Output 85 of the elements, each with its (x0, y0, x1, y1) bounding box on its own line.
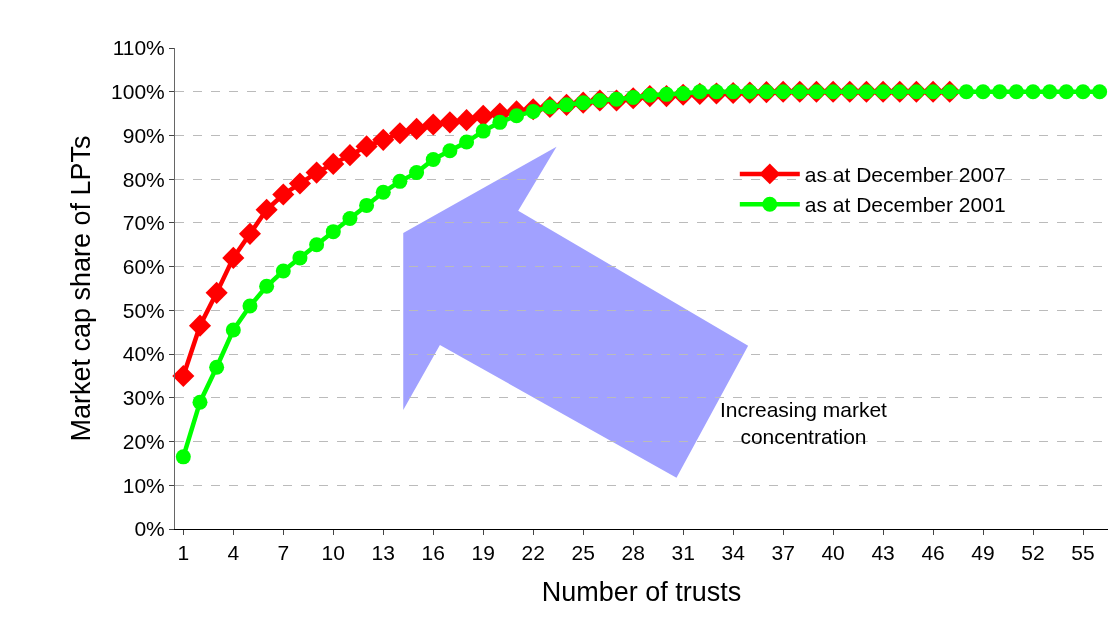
point (292, 250, 308, 266)
point (392, 173, 408, 189)
point (309, 237, 325, 253)
point (1075, 84, 1091, 100)
x-tick-label: 37 (771, 541, 795, 565)
point (288, 172, 312, 195)
point (442, 143, 458, 159)
point (305, 161, 328, 184)
point (338, 144, 361, 167)
point (1042, 84, 1058, 100)
point (472, 104, 495, 127)
y-tick-label: 80% (122, 167, 165, 191)
point (438, 111, 461, 134)
point (275, 263, 291, 279)
x-tick-label: 7 (277, 541, 290, 565)
x-tick-label: 22 (521, 541, 545, 565)
y-tick-label: 30% (122, 386, 165, 410)
point (405, 117, 428, 140)
point (1092, 84, 1108, 100)
y-tick-label: 10% (122, 473, 165, 497)
point (342, 211, 358, 227)
x-axis-title: Number of trusts (541, 576, 742, 607)
x-tick-label: 1 (177, 541, 190, 565)
x-tick-label: 28 (621, 541, 645, 565)
point (1008, 84, 1024, 100)
point (175, 449, 191, 465)
y-tick-label: 20% (122, 429, 165, 453)
point (459, 134, 475, 150)
point (372, 128, 395, 151)
point (475, 123, 491, 139)
point (492, 114, 508, 130)
x-tick-label: 40 (821, 541, 845, 565)
x-tick-label: 16 (421, 541, 445, 565)
point (272, 183, 295, 206)
y-tick-label: 100% (111, 80, 165, 104)
y-tick-label: 0% (134, 517, 165, 541)
y-tick-label: 110% (112, 36, 165, 60)
y-tick-label: 50% (122, 298, 165, 322)
x-tick-label: 46 (921, 541, 945, 565)
x-tick-label: 25 (571, 541, 595, 565)
point (359, 197, 375, 213)
point (325, 224, 341, 240)
point (388, 122, 411, 145)
point (992, 84, 1008, 100)
legend-label: as at December 2007 (804, 163, 1006, 187)
point (425, 152, 441, 167)
x-tick-label: 43 (871, 541, 895, 565)
point (172, 364, 195, 387)
point (455, 109, 478, 132)
point (192, 394, 208, 410)
x-tick-label: 13 (371, 541, 395, 565)
y-axis-title: Market cap share of LPTs (66, 135, 97, 442)
point (375, 184, 391, 200)
point (209, 359, 225, 375)
point (322, 152, 345, 175)
point (225, 322, 241, 338)
point (422, 113, 445, 136)
y-tick-label: 40% (122, 342, 165, 366)
y-tick-label: 90% (122, 123, 165, 147)
x-tick-label: 4 (227, 541, 240, 565)
point (242, 298, 258, 314)
point (259, 278, 275, 294)
point (238, 222, 262, 245)
point (958, 84, 974, 100)
point (1025, 84, 1041, 100)
point (975, 84, 991, 100)
x-tick-label: 55 (1071, 541, 1095, 565)
point (409, 165, 425, 181)
annotation: Increasing market concentration (720, 398, 888, 449)
x-tick-label: 52 (1021, 541, 1045, 565)
y-tick-label: 70% (122, 211, 165, 235)
point (188, 314, 212, 337)
point (1058, 84, 1074, 100)
x-tick-label: 49 (971, 541, 995, 565)
point (205, 281, 228, 304)
x-tick-label: 10 (321, 541, 345, 565)
x-tick-label: 19 (471, 541, 495, 565)
point (509, 108, 525, 124)
x-tick-label: 34 (721, 541, 746, 565)
y-tick-label: 60% (122, 254, 165, 278)
point (255, 198, 278, 221)
point (355, 135, 378, 158)
point (222, 246, 245, 269)
legend-label: as at December 2001 (804, 193, 1006, 217)
x-tick-label: 31 (671, 541, 695, 565)
